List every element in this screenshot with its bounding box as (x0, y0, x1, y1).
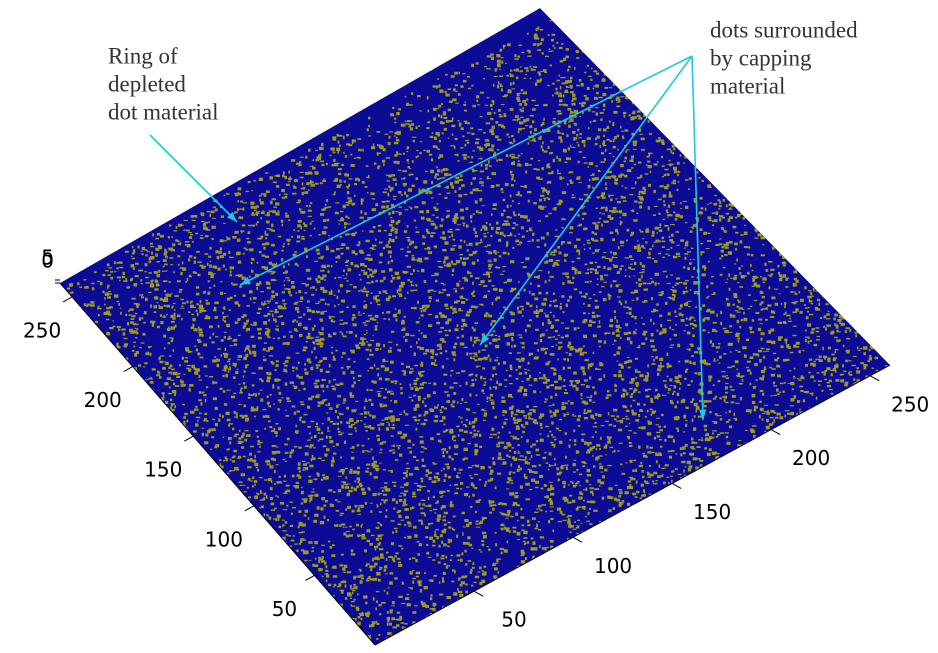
y-tick-label: 50 (272, 597, 297, 621)
x-tick-label: 150 (693, 500, 731, 524)
z-tick-label: 5 (41, 246, 54, 270)
x-tick (473, 590, 484, 597)
arrow (691, 55, 704, 421)
x-tick (869, 375, 880, 382)
y-tick-label: 200 (84, 388, 122, 412)
y-tick-label: 100 (205, 527, 243, 551)
annotations: Ring of depleted dot material dots surround… (108, 17, 858, 421)
arrow-head (227, 212, 237, 222)
y-tick-label: 150 (144, 458, 182, 482)
annotation-text: Ring of (108, 43, 178, 68)
arrow-head (240, 276, 251, 285)
y-tick (62, 296, 73, 303)
arrow (479, 55, 693, 346)
x-tick-label: 200 (792, 446, 830, 470)
arrow-head (698, 409, 707, 420)
annotation-text: depleted (108, 71, 186, 96)
surface-speckle (67, 8, 889, 640)
y-tick (184, 435, 194, 442)
x-tick-label: 250 (891, 392, 929, 416)
annotation-text: by capping (710, 45, 812, 70)
x-axis-line (374, 364, 891, 646)
axes: 50 100 150 200 250 50 100 150 200 250 05 (23, 246, 929, 646)
x-tick (572, 536, 583, 543)
y-axis-line (59, 282, 376, 646)
arrow-head (480, 334, 490, 345)
x-tick (671, 483, 682, 489)
y-tick-label: 250 (23, 318, 61, 342)
annotation-text: dots surrounded (710, 17, 858, 42)
annotation-text: dot material (108, 99, 219, 124)
annotation-text: material (710, 73, 785, 98)
x-tick-label: 50 (501, 608, 526, 632)
x-tick-label: 100 (594, 554, 632, 578)
surface-base (60, 8, 890, 645)
x-tick (770, 429, 781, 436)
y-tick (305, 574, 315, 581)
arrow (239, 55, 693, 286)
z-tick-label: 0 (41, 249, 54, 273)
y-tick (123, 366, 133, 372)
surface (60, 8, 890, 645)
y-tick (244, 505, 255, 512)
arrow (149, 134, 238, 223)
